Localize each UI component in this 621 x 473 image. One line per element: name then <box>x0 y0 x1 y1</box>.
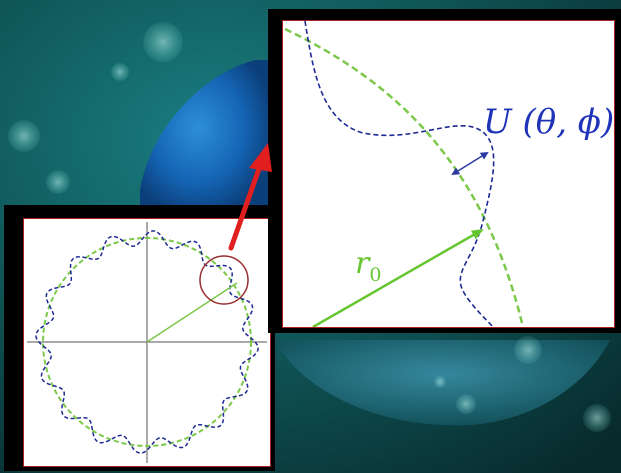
bubble <box>111 63 129 81</box>
bubble <box>46 170 70 194</box>
deformed-surface <box>35 230 259 454</box>
bubble <box>434 376 446 388</box>
bubble <box>143 22 183 62</box>
reference-sphere-zoomed <box>284 27 525 327</box>
bubble <box>583 404 611 432</box>
deformation-label: U (θ, ϕ) <box>483 102 614 142</box>
reference-sphere <box>42 237 252 447</box>
bubble <box>456 394 476 414</box>
deformation-arrow <box>451 151 489 176</box>
overview-panel <box>4 205 275 471</box>
zoom-circle <box>199 255 249 305</box>
radius-label: r0 <box>355 246 381 286</box>
zoom-panel: U (θ, ϕ) r0 <box>268 9 621 333</box>
deformed-surface-zoomed <box>304 21 495 327</box>
radius-line <box>146 282 238 343</box>
radius-arrow <box>312 228 484 327</box>
bubble <box>514 336 542 364</box>
zoom-plot-area: U (θ, ϕ) r0 <box>282 20 615 328</box>
bubble <box>8 120 40 152</box>
overview-plot-area <box>23 218 271 467</box>
